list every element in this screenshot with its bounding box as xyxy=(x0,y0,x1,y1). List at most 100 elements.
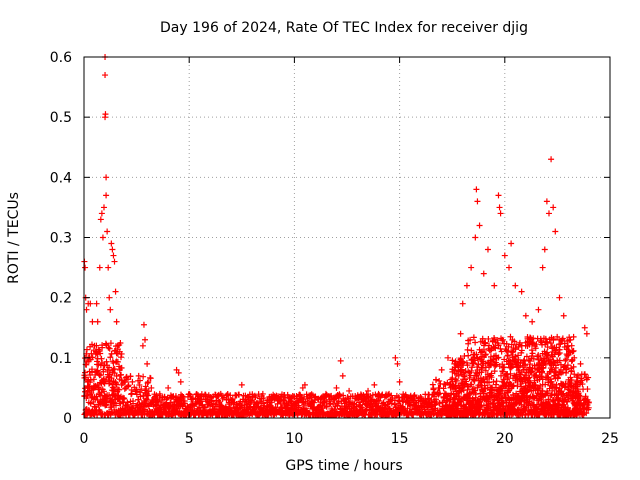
data-point xyxy=(547,392,554,399)
data-point xyxy=(495,342,502,349)
data-point xyxy=(468,347,475,354)
data-point xyxy=(113,381,120,388)
data-point xyxy=(83,346,90,353)
data-point xyxy=(563,366,570,373)
data-point xyxy=(113,373,120,380)
data-point xyxy=(322,390,329,397)
data-point xyxy=(539,368,546,375)
data-point xyxy=(395,394,402,401)
data-point xyxy=(299,384,306,391)
data-point xyxy=(261,402,268,409)
data-point xyxy=(464,362,471,369)
data-point xyxy=(501,252,508,259)
x-tick-label: 5 xyxy=(185,431,194,447)
data-point xyxy=(105,344,112,351)
data-point xyxy=(579,381,586,388)
data-point xyxy=(563,356,570,363)
data-point xyxy=(217,390,224,397)
data-point xyxy=(337,357,344,364)
data-point xyxy=(121,377,128,384)
data-point xyxy=(493,378,500,385)
data-point xyxy=(576,397,583,404)
data-point xyxy=(455,372,462,379)
data-point xyxy=(539,364,546,371)
data-point xyxy=(507,333,514,340)
data-point xyxy=(374,397,381,404)
data-point xyxy=(515,352,522,359)
data-point xyxy=(497,345,504,352)
data-point xyxy=(549,381,556,388)
data-point xyxy=(529,350,536,357)
data-point xyxy=(513,372,520,379)
data-point xyxy=(98,210,105,217)
data-point xyxy=(516,362,523,369)
data-point xyxy=(582,393,589,400)
data-point xyxy=(87,300,94,307)
data-point xyxy=(121,385,128,392)
data-point xyxy=(253,400,260,407)
data-point xyxy=(301,381,308,388)
data-point xyxy=(470,334,477,341)
data-point xyxy=(585,404,592,411)
data-point xyxy=(538,373,545,380)
data-point xyxy=(581,371,588,378)
data-point xyxy=(410,393,417,400)
data-point xyxy=(577,360,584,367)
data-point xyxy=(83,306,90,313)
data-point xyxy=(474,354,481,361)
data-point xyxy=(411,392,418,399)
x-axis-label: GPS time / hours xyxy=(285,458,402,474)
data-point xyxy=(441,380,448,387)
data-point xyxy=(385,391,392,398)
data-point xyxy=(201,404,208,411)
data-point xyxy=(512,345,519,352)
data-point xyxy=(100,204,107,211)
data-point xyxy=(578,377,585,384)
data-point xyxy=(127,373,134,380)
data-point xyxy=(118,371,125,378)
data-point xyxy=(539,394,546,401)
data-point xyxy=(375,390,382,397)
data-point xyxy=(526,394,533,401)
data-point xyxy=(108,240,115,247)
data-point xyxy=(535,306,542,313)
data-point xyxy=(432,376,439,383)
data-point xyxy=(399,403,406,410)
data-point xyxy=(119,405,126,412)
data-point xyxy=(143,395,150,402)
data-point xyxy=(111,365,118,372)
grid xyxy=(84,57,610,418)
data-point xyxy=(547,376,554,383)
data-point xyxy=(503,347,510,354)
data-point xyxy=(491,282,498,289)
data-point xyxy=(486,379,493,386)
data-point xyxy=(129,378,136,385)
y-tick-label: 0.2 xyxy=(50,291,72,307)
data-point xyxy=(428,396,435,403)
data-point xyxy=(459,300,466,307)
data-point xyxy=(193,390,200,397)
data-point xyxy=(501,364,508,371)
data-point xyxy=(142,336,149,343)
data-point xyxy=(510,363,517,370)
data-point xyxy=(505,343,512,350)
data-point xyxy=(540,365,547,372)
data-point xyxy=(107,410,114,417)
data-point xyxy=(495,192,502,199)
data-point xyxy=(100,366,107,373)
data-point xyxy=(529,339,536,346)
x-tick-label: 20 xyxy=(496,431,514,447)
data-point xyxy=(467,336,474,343)
data-point xyxy=(451,360,458,367)
data-point xyxy=(564,352,571,359)
data-point xyxy=(560,390,567,397)
data-point xyxy=(350,400,357,407)
data-point xyxy=(96,264,103,271)
data-point xyxy=(439,399,446,406)
data-point xyxy=(95,385,102,392)
data-point xyxy=(111,258,118,265)
data-point xyxy=(531,383,538,390)
data-point xyxy=(511,338,518,345)
data-point xyxy=(523,353,530,360)
